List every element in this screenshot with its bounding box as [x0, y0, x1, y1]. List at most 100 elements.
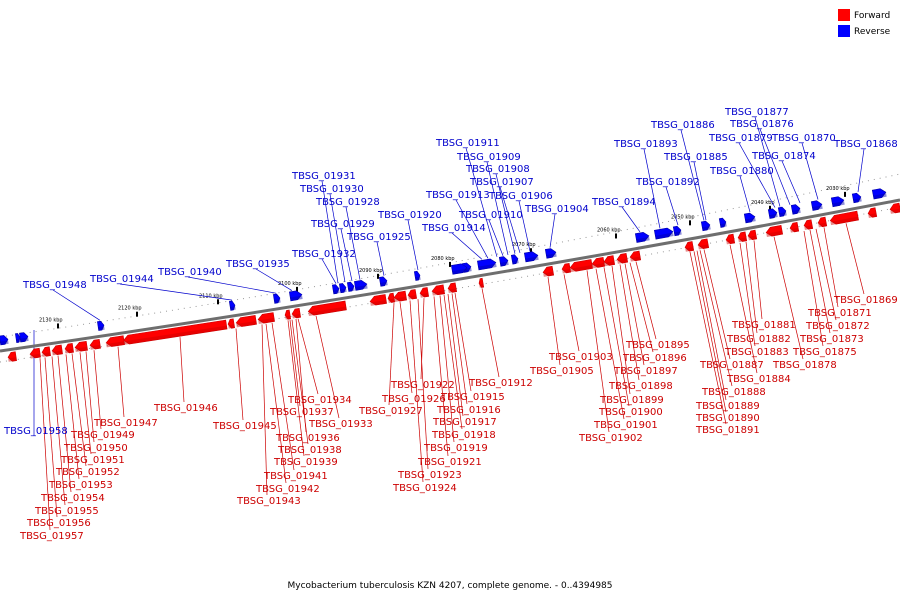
- reverse-gene-label[interactable]: TBSG_01874: [751, 151, 816, 162]
- reverse-gene-label[interactable]: TBSG_01892: [635, 177, 700, 188]
- reverse-gene[interactable]: [378, 276, 388, 287]
- reverse-gene[interactable]: [19, 332, 29, 343]
- forward-gene[interactable]: [51, 344, 63, 356]
- forward-gene-label[interactable]: TBSG_01915: [440, 392, 505, 403]
- forward-gene-label[interactable]: TBSG_01897: [613, 366, 678, 377]
- forward-gene[interactable]: [829, 210, 859, 226]
- reverse-gene[interactable]: [289, 290, 303, 302]
- reverse-gene-label[interactable]: TBSG_01894: [591, 197, 656, 208]
- reverse-gene[interactable]: [354, 280, 368, 291]
- forward-gene[interactable]: [616, 252, 629, 264]
- reverse-gene[interactable]: [0, 335, 9, 346]
- forward-gene[interactable]: [235, 315, 257, 328]
- forward-gene[interactable]: [419, 287, 430, 298]
- forward-gene[interactable]: [765, 224, 784, 238]
- forward-gene-label[interactable]: TBSG_01934: [287, 395, 352, 406]
- forward-gene-label[interactable]: TBSG_01896: [622, 353, 687, 364]
- reverse-gene-label[interactable]: TBSG_01911: [435, 138, 500, 149]
- reverse-gene-label[interactable]: TBSG_01931: [291, 171, 356, 182]
- forward-gene-label[interactable]: TBSG_01869: [833, 295, 898, 306]
- forward-gene-label[interactable]: TBSG_01941: [263, 471, 328, 482]
- forward-gene[interactable]: [64, 343, 74, 354]
- forward-gene-label[interactable]: TBSG_01881: [731, 320, 796, 331]
- forward-gene-label[interactable]: TBSG_01902: [578, 433, 643, 444]
- reverse-gene-label[interactable]: TBSG_01906: [488, 191, 553, 202]
- forward-gene[interactable]: [725, 233, 736, 245]
- forward-gene-label[interactable]: TBSG_01956: [26, 518, 91, 529]
- reverse-gene-label[interactable]: TBSG_01935: [225, 259, 290, 270]
- forward-gene[interactable]: [105, 335, 125, 348]
- forward-gene[interactable]: [684, 241, 695, 252]
- reverse-gene-label[interactable]: TBSG_01914: [421, 223, 486, 234]
- forward-gene-label[interactable]: TBSG_01936: [275, 433, 340, 444]
- forward-gene-label[interactable]: TBSG_01905: [529, 366, 594, 377]
- reverse-gene-label[interactable]: TBSG_01876: [729, 119, 794, 130]
- forward-gene-label[interactable]: TBSG_01919: [423, 443, 488, 454]
- reverse-gene-label[interactable]: TBSG_01868: [833, 139, 898, 150]
- reverse-gene[interactable]: [718, 217, 727, 228]
- forward-gene[interactable]: [369, 294, 387, 306]
- reverse-gene[interactable]: [477, 258, 497, 271]
- reverse-gene-label[interactable]: TBSG_01880: [709, 166, 774, 177]
- forward-gene-label[interactable]: TBSG_01883: [724, 347, 789, 358]
- reverse-gene-label[interactable]: TBSG_01930: [299, 184, 364, 195]
- forward-gene-label[interactable]: TBSG_01949: [70, 430, 135, 441]
- forward-gene[interactable]: [284, 309, 292, 320]
- forward-gene[interactable]: [478, 277, 485, 288]
- reverse-gene[interactable]: [498, 256, 509, 267]
- forward-gene[interactable]: [817, 216, 828, 228]
- forward-gene-label[interactable]: TBSG_01927: [358, 406, 423, 417]
- forward-gene[interactable]: [41, 346, 51, 357]
- reverse-gene-label[interactable]: TBSG_01908: [465, 164, 530, 175]
- reverse-gene[interactable]: [830, 196, 845, 208]
- forward-gene-label[interactable]: TBSG_01924: [392, 483, 457, 494]
- forward-gene-label[interactable]: TBSG_01884: [726, 374, 791, 385]
- reverse-gene[interactable]: [544, 248, 557, 259]
- forward-gene-label[interactable]: TBSG_01899: [599, 395, 664, 406]
- forward-gene[interactable]: [387, 292, 396, 303]
- reverse-gene[interactable]: [228, 300, 236, 311]
- reverse-gene[interactable]: [451, 263, 468, 275]
- forward-gene[interactable]: [569, 259, 593, 273]
- forward-gene-label[interactable]: TBSG_01952: [55, 467, 120, 478]
- reverse-gene-label[interactable]: TBSG_01907: [469, 177, 534, 188]
- reverse-gene-label[interactable]: TBSG_01958: [3, 426, 68, 437]
- forward-gene[interactable]: [867, 207, 878, 218]
- forward-gene-label[interactable]: TBSG_01872: [805, 321, 870, 332]
- reverse-gene[interactable]: [15, 333, 21, 343]
- forward-gene[interactable]: [591, 257, 606, 269]
- reverse-gene[interactable]: [272, 293, 281, 304]
- reverse-gene-label[interactable]: TBSG_01870: [771, 133, 836, 144]
- forward-gene[interactable]: [803, 219, 814, 231]
- reverse-gene[interactable]: [523, 251, 539, 263]
- forward-gene[interactable]: [542, 265, 555, 277]
- reverse-gene[interactable]: [700, 220, 711, 232]
- forward-gene-label[interactable]: TBSG_01947: [93, 418, 158, 429]
- forward-gene-label[interactable]: TBSG_01889: [695, 401, 760, 412]
- reverse-gene-label[interactable]: TBSG_01913: [425, 190, 490, 201]
- reverse-gene-label[interactable]: TBSG_01910: [458, 210, 523, 221]
- forward-gene[interactable]: [257, 312, 275, 324]
- forward-gene[interactable]: [307, 300, 347, 316]
- reverse-gene[interactable]: [810, 200, 823, 211]
- forward-gene[interactable]: [393, 290, 407, 302]
- forward-gene-label[interactable]: TBSG_01945: [212, 421, 277, 432]
- reverse-gene-label[interactable]: TBSG_01904: [524, 204, 589, 215]
- forward-gene-label[interactable]: TBSG_01922: [390, 380, 455, 391]
- reverse-gene-label[interactable]: TBSG_01948: [22, 280, 87, 291]
- reverse-gene-label[interactable]: TBSG_01928: [315, 197, 380, 208]
- forward-gene[interactable]: [431, 284, 446, 296]
- forward-gene-label[interactable]: TBSG_01921: [417, 457, 482, 468]
- forward-gene-label[interactable]: TBSG_01926: [381, 394, 446, 405]
- forward-gene-label[interactable]: TBSG_01878: [772, 360, 837, 371]
- reverse-gene-label[interactable]: TBSG_01877: [724, 107, 789, 118]
- forward-gene[interactable]: [29, 347, 41, 359]
- reverse-gene-label[interactable]: TBSG_01886: [650, 120, 715, 131]
- reverse-gene[interactable]: [338, 283, 347, 294]
- forward-gene[interactable]: [291, 308, 302, 319]
- forward-gene-label[interactable]: TBSG_01873: [799, 334, 864, 345]
- reverse-gene[interactable]: [654, 227, 674, 240]
- forward-gene[interactable]: [407, 289, 418, 300]
- reverse-gene[interactable]: [510, 254, 519, 265]
- forward-gene[interactable]: [697, 238, 710, 250]
